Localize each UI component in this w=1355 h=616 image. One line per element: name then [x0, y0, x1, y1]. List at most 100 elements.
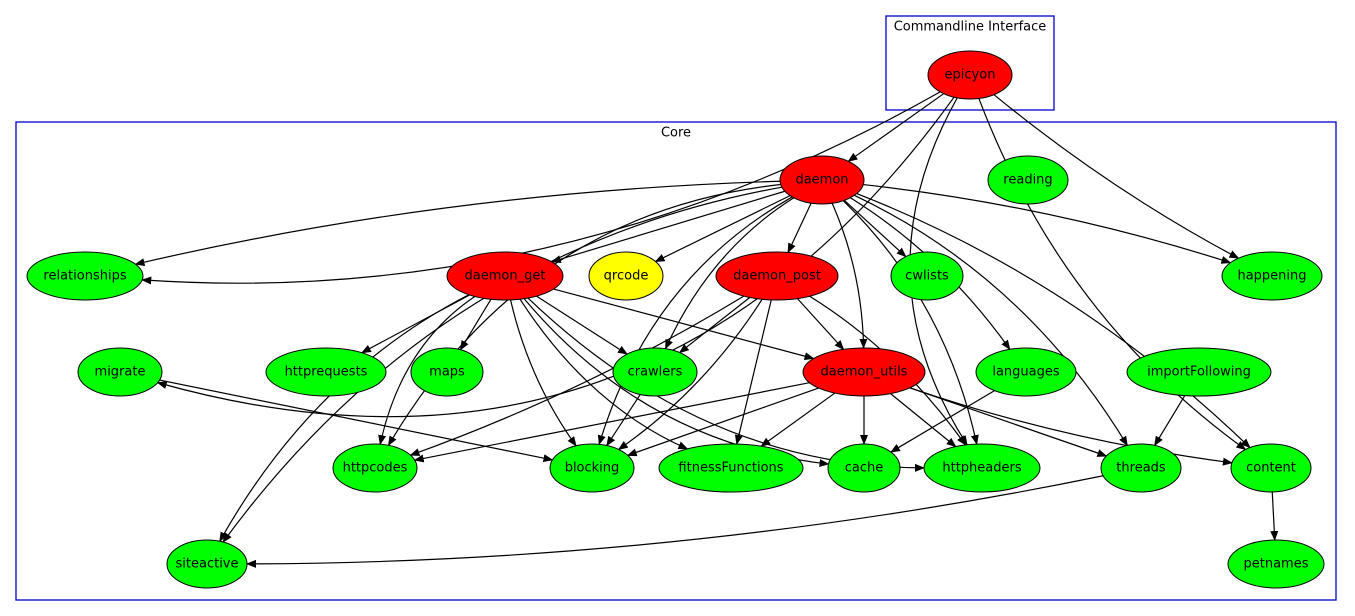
edge: [890, 390, 995, 453]
edge: [553, 288, 815, 361]
node: [658, 443, 804, 493]
edge: [387, 183, 781, 447]
node-label: relationships: [43, 269, 126, 284]
node-label: content: [1246, 461, 1296, 476]
node: [890, 251, 964, 301]
edge: [134, 180, 781, 267]
edge: [856, 193, 1251, 449]
node: [446, 251, 564, 301]
node-label: httpcodes: [343, 461, 408, 476]
edges: [134, 91, 1279, 568]
edge: [664, 197, 795, 350]
edge: [842, 200, 979, 446]
node-label: migrate: [95, 365, 146, 380]
edge: [509, 299, 577, 447]
node: [975, 347, 1077, 397]
edge: [654, 195, 791, 263]
edge: [156, 96, 955, 418]
edge: [843, 199, 907, 258]
edge: [597, 196, 793, 446]
node-label: importFollowing: [1147, 365, 1251, 380]
node: [332, 443, 418, 493]
node-label: siteactive: [176, 557, 239, 572]
edge: [993, 94, 1240, 259]
edge: [854, 194, 1128, 447]
node: [410, 347, 484, 397]
node-label: blocking: [565, 461, 620, 476]
cluster-label: Commandline Interface: [894, 20, 1047, 35]
edge: [797, 298, 845, 351]
node: [927, 50, 1013, 100]
node-label: epicyon: [945, 68, 996, 83]
node: [827, 443, 901, 493]
edge: [909, 387, 1233, 466]
edge: [978, 98, 1247, 451]
node-label: happening: [1237, 269, 1306, 284]
node-label: daemon_get: [465, 269, 546, 284]
node-label: daemon_utils: [821, 365, 908, 380]
edge: [459, 298, 492, 351]
node-label: daemon_post: [733, 269, 821, 284]
cluster-label: Core: [661, 126, 691, 141]
node-label: maps: [429, 365, 465, 380]
node-label: cwlists: [905, 269, 949, 284]
edge: [409, 295, 745, 456]
edge: [246, 475, 1104, 568]
edge: [141, 91, 941, 285]
node: [1227, 539, 1325, 589]
node: [549, 443, 635, 493]
node: [77, 347, 163, 397]
edge: [890, 393, 957, 448]
node-label: crawlers: [628, 365, 683, 380]
node-label: threads: [1116, 461, 1166, 476]
node-label: fitnessFunctions: [678, 461, 783, 476]
edge: [606, 394, 641, 447]
edge: [1154, 395, 1186, 447]
edge: [1270, 491, 1279, 542]
node-label: reading: [1003, 173, 1052, 188]
node-label: cache: [845, 461, 884, 476]
node: [588, 251, 664, 301]
edge: [626, 387, 819, 457]
cluster-box: [885, 15, 1055, 111]
node: [612, 347, 698, 397]
node-label: httprequests: [285, 365, 368, 380]
nodes: epicyon daemon reading relationships daemon_…: [26, 50, 1325, 589]
edge: [219, 294, 470, 543]
node-label: qrcode: [604, 269, 649, 284]
edge: [863, 183, 1232, 264]
node: [802, 347, 926, 397]
edge: [831, 203, 868, 350]
edge: [222, 186, 783, 543]
node-label: httpheaders: [942, 461, 1021, 476]
edge: [536, 295, 628, 355]
edge: [550, 190, 786, 264]
edge: [734, 299, 772, 446]
node: [987, 155, 1069, 205]
node: [1230, 443, 1312, 493]
edge: [413, 382, 810, 463]
node: [715, 251, 839, 301]
node: [1126, 347, 1272, 397]
edge: [678, 296, 751, 354]
edge: [519, 298, 689, 450]
node: [1100, 443, 1182, 493]
node: [166, 539, 248, 589]
node: [923, 443, 1041, 493]
cluster-box: [15, 121, 1337, 601]
node-label: petnames: [1244, 557, 1309, 572]
edge: [847, 93, 945, 162]
node: [265, 347, 387, 397]
edge: [360, 294, 470, 354]
node: [26, 251, 144, 301]
node: [779, 155, 865, 205]
edge: [159, 379, 554, 463]
edge: [378, 295, 476, 446]
edge: [617, 298, 763, 451]
edge: [787, 202, 812, 254]
node-label: languages: [992, 365, 1060, 380]
edge: [760, 392, 836, 447]
node: [1221, 251, 1323, 301]
node-label: daemon: [795, 173, 848, 188]
